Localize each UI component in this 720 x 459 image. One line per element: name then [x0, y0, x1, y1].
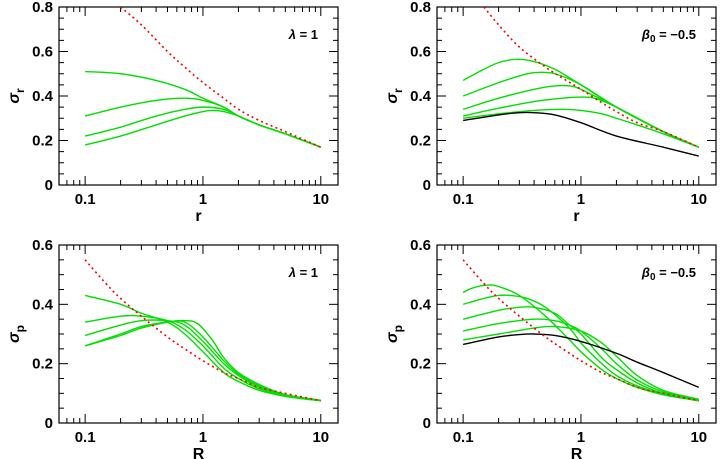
y-axis-label-symbol: σ: [384, 92, 401, 104]
x-axis-label: r: [573, 208, 579, 225]
series-line-green-4: [462, 96, 700, 148]
series-line-green-1: [462, 284, 699, 402]
series-line-green-3: [84, 319, 321, 402]
y-tick-label: 0.2: [410, 356, 431, 373]
y-axis-label: σp: [6, 325, 27, 343]
series-line-green-2: [84, 97, 322, 148]
series-line-green-3: [462, 84, 700, 148]
series-line-red-5: [120, 7, 322, 148]
series-line-green-4: [84, 109, 322, 148]
annotation-text: = 1: [296, 265, 318, 280]
x-axis-label: R: [571, 446, 583, 459]
annotation-text: = −0.5: [656, 27, 696, 42]
y-tick-label: 0.8: [410, 0, 431, 16]
y-axis-label-symbol: σ: [384, 331, 401, 343]
x-tick-label: 0.1: [75, 191, 96, 208]
y-tick-label: 0: [423, 415, 431, 432]
y-tick-label: 0.4: [32, 296, 54, 313]
series-line-green-3: [84, 106, 322, 148]
y-tick-label: 0.2: [410, 133, 431, 150]
series-line-green-3: [462, 306, 699, 401]
series-line-green-5: [84, 319, 321, 401]
annotation-symbol: λ: [288, 265, 296, 280]
y-tick-label: 0.6: [410, 237, 431, 254]
annotation-subscript: 0: [650, 272, 656, 283]
x-axis-label: r: [195, 208, 201, 225]
y-axis-label: σr: [6, 88, 27, 104]
y-axis-label-symbol: σ: [6, 92, 23, 104]
series-line-black-6: [463, 111, 699, 157]
y-tick-label: 0.4: [410, 296, 432, 313]
y-tick-label: 0: [45, 415, 53, 432]
y-axis-label-subscript: p: [391, 325, 405, 332]
series-line-black-6: [462, 333, 700, 389]
x-tick-label: 0.1: [453, 429, 474, 446]
x-tick-label: 10: [312, 191, 329, 208]
annotation-symbol: β: [641, 265, 650, 280]
series-line-green-2: [462, 71, 700, 148]
x-tick-label: 1: [577, 191, 585, 208]
y-axis-label-subscript: p: [13, 325, 27, 332]
y-tick-label: 0.6: [32, 237, 53, 254]
y-tick-label: 0: [45, 177, 53, 194]
annotation-symbol: β: [641, 27, 650, 42]
annotation-subscript: 0: [650, 34, 656, 45]
x-axis-label: R: [193, 446, 205, 459]
x-tick-label: 10: [690, 429, 707, 446]
y-tick-label: 0.6: [32, 44, 53, 61]
y-tick-label: 0.6: [410, 44, 431, 61]
series-line-green-4: [84, 320, 321, 402]
y-tick-label: 0.2: [32, 133, 53, 150]
series-line-green-5: [463, 325, 699, 400]
y-tick-label: 0.4: [410, 88, 432, 105]
series-line-red-6: [84, 259, 321, 402]
y-axis-label: σr: [384, 88, 405, 104]
y-axis-label-subscript: r: [13, 88, 27, 93]
y-tick-label: 0.2: [32, 356, 53, 373]
y-tick-label: 0: [423, 177, 431, 194]
y-axis-label-subscript: r: [391, 88, 405, 93]
y-tick-label: 0.8: [32, 0, 53, 16]
x-tick-label: 10: [690, 191, 707, 208]
series-line-green-5: [463, 108, 700, 148]
annotation-text: = −0.5: [656, 265, 696, 280]
y-axis-label: σp: [384, 325, 405, 343]
annotation-text: = 1: [296, 27, 318, 42]
panel-annotation: λ = 1: [288, 27, 318, 42]
x-tick-label: 1: [199, 191, 207, 208]
x-tick-label: 0.1: [75, 429, 96, 446]
series-line-green-1: [84, 294, 321, 402]
x-tick-label: 1: [199, 429, 207, 446]
chart-panel-3: 0.1 1 10 0 0.2 0.4 0.6 Rσp λ = 1: [6, 237, 339, 459]
y-tick-label: 0.4: [32, 88, 54, 105]
x-tick-label: 0.1: [453, 191, 474, 208]
series-line-green-2: [85, 314, 321, 402]
panel-annotation: β0 = −0.5: [641, 265, 696, 283]
series-line-red-7: [462, 259, 699, 402]
annotation-symbol: λ: [288, 27, 296, 42]
panel-annotation: λ = 1: [288, 265, 318, 280]
x-tick-label: 1: [577, 429, 585, 446]
y-axis-label-symbol: σ: [6, 331, 23, 343]
panel-annotation: β0 = −0.5: [641, 27, 696, 45]
x-tick-label: 10: [312, 429, 329, 446]
